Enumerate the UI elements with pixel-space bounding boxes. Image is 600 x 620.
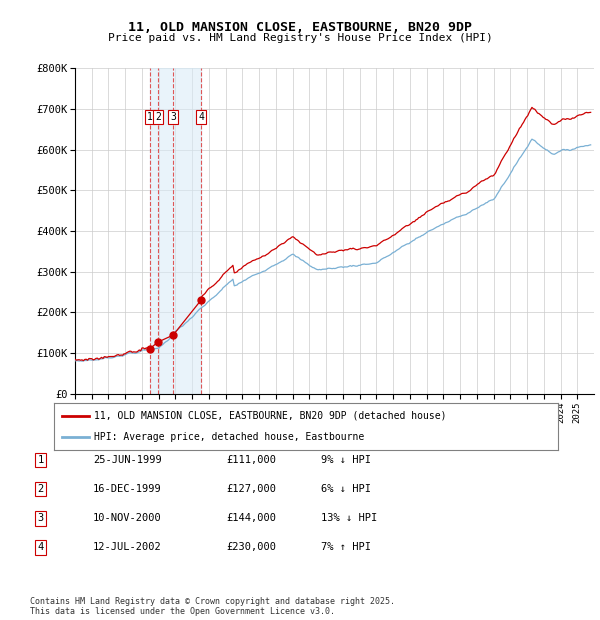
Text: £127,000: £127,000 xyxy=(226,484,276,494)
Text: 10-NOV-2000: 10-NOV-2000 xyxy=(93,513,162,523)
Text: Contains HM Land Registry data © Crown copyright and database right 2025.: Contains HM Land Registry data © Crown c… xyxy=(30,597,395,606)
Text: 1: 1 xyxy=(38,455,44,465)
Text: 16-DEC-1999: 16-DEC-1999 xyxy=(93,484,162,494)
Text: Price paid vs. HM Land Registry's House Price Index (HPI): Price paid vs. HM Land Registry's House … xyxy=(107,33,493,43)
Text: 3: 3 xyxy=(170,112,176,122)
Text: 3: 3 xyxy=(38,513,44,523)
Text: 1: 1 xyxy=(147,112,153,122)
Text: 9% ↓ HPI: 9% ↓ HPI xyxy=(321,455,371,465)
Bar xyxy=(150,68,201,394)
Text: 7% ↑ HPI: 7% ↑ HPI xyxy=(321,542,371,552)
Text: 4: 4 xyxy=(198,112,204,122)
Text: £111,000: £111,000 xyxy=(226,455,276,465)
Text: 12-JUL-2002: 12-JUL-2002 xyxy=(93,542,162,552)
Text: £230,000: £230,000 xyxy=(226,542,276,552)
Text: 13% ↓ HPI: 13% ↓ HPI xyxy=(321,513,377,523)
Text: HPI: Average price, detached house, Eastbourne: HPI: Average price, detached house, East… xyxy=(94,432,365,442)
Text: 2: 2 xyxy=(38,484,44,494)
Text: 6% ↓ HPI: 6% ↓ HPI xyxy=(321,484,371,494)
Text: 4: 4 xyxy=(38,542,44,552)
Text: £144,000: £144,000 xyxy=(226,513,276,523)
Text: 11, OLD MANSION CLOSE, EASTBOURNE, BN20 9DP: 11, OLD MANSION CLOSE, EASTBOURNE, BN20 … xyxy=(128,22,472,34)
Text: 2: 2 xyxy=(155,112,161,122)
Text: 11, OLD MANSION CLOSE, EASTBOURNE, BN20 9DP (detached house): 11, OLD MANSION CLOSE, EASTBOURNE, BN20 … xyxy=(94,410,447,420)
Text: 25-JUN-1999: 25-JUN-1999 xyxy=(93,455,162,465)
Text: This data is licensed under the Open Government Licence v3.0.: This data is licensed under the Open Gov… xyxy=(30,607,335,616)
